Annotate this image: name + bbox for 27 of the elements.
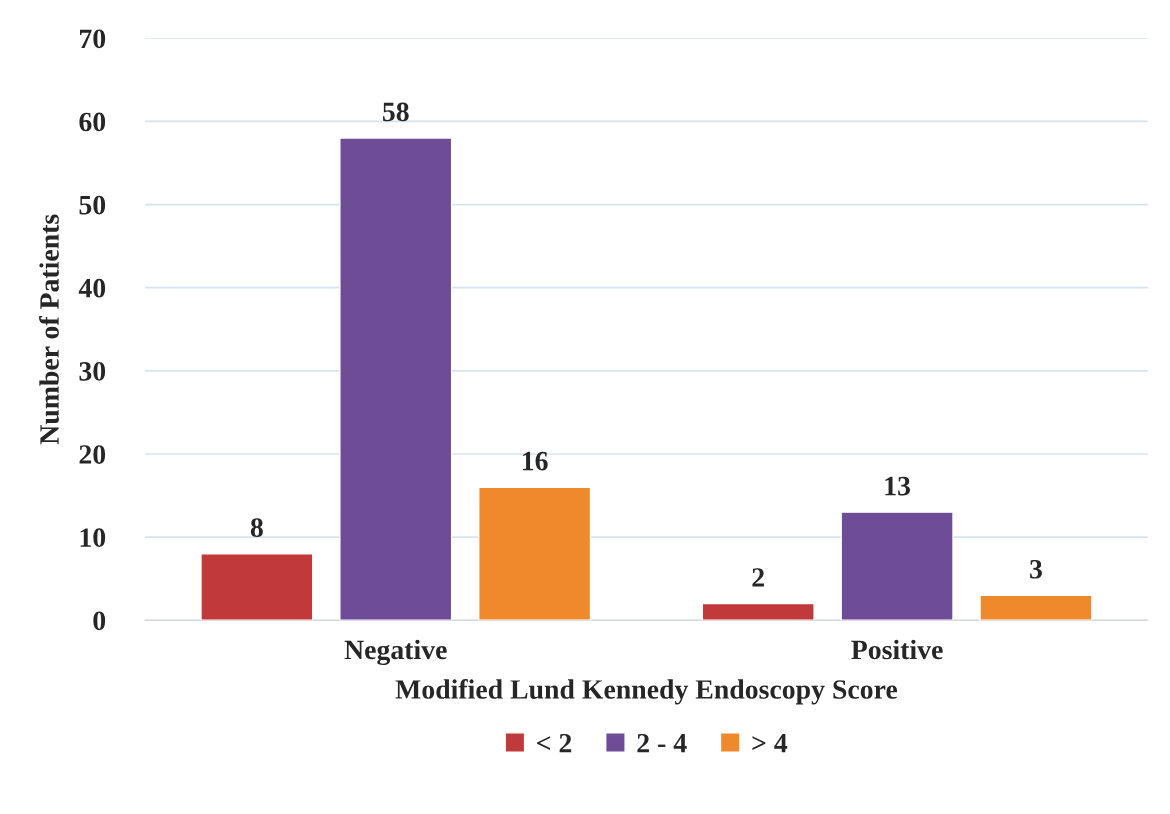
y-tick-label: 10 [80,528,106,548]
y-tick-label: 30 [79,362,106,381]
y-tick-label: 20 [79,445,106,464]
data-label: 8 [250,518,263,537]
bar [339,137,453,621]
legend-label: > 4 [752,734,788,753]
bar [701,602,815,621]
data-label: 16 [522,451,548,471]
y-tick-label: 40 [78,278,106,298]
data-label: 2 [752,568,764,587]
data-label: 3 [1030,559,1042,579]
legend-label: < 2 [537,733,572,753]
legend-label: 2 - 4 [637,733,687,753]
data-label: 13 [885,476,911,496]
bar [200,553,314,621]
x-tick-label: Negative [344,639,447,666]
x-axis-title: Modified Lund Kennedy Endoscopy Score [395,679,898,705]
y-tick-label: 50 [79,195,106,215]
bar [979,594,1093,621]
bar [478,486,592,621]
x-tick-label: Positive [851,639,943,660]
y-tick-label: 70 [80,29,106,49]
y-axis-title: Number of Patients [39,214,59,445]
y-tick-label: 0 [93,611,106,631]
data-label: 58 [382,102,409,122]
bar [840,511,954,621]
y-tick-label: 60 [79,112,106,132]
